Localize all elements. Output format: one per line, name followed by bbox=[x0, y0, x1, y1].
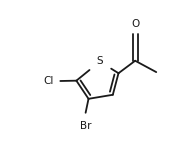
Text: S: S bbox=[97, 56, 103, 66]
Text: O: O bbox=[131, 19, 139, 29]
Text: Br: Br bbox=[80, 121, 91, 131]
Text: Cl: Cl bbox=[44, 76, 54, 86]
